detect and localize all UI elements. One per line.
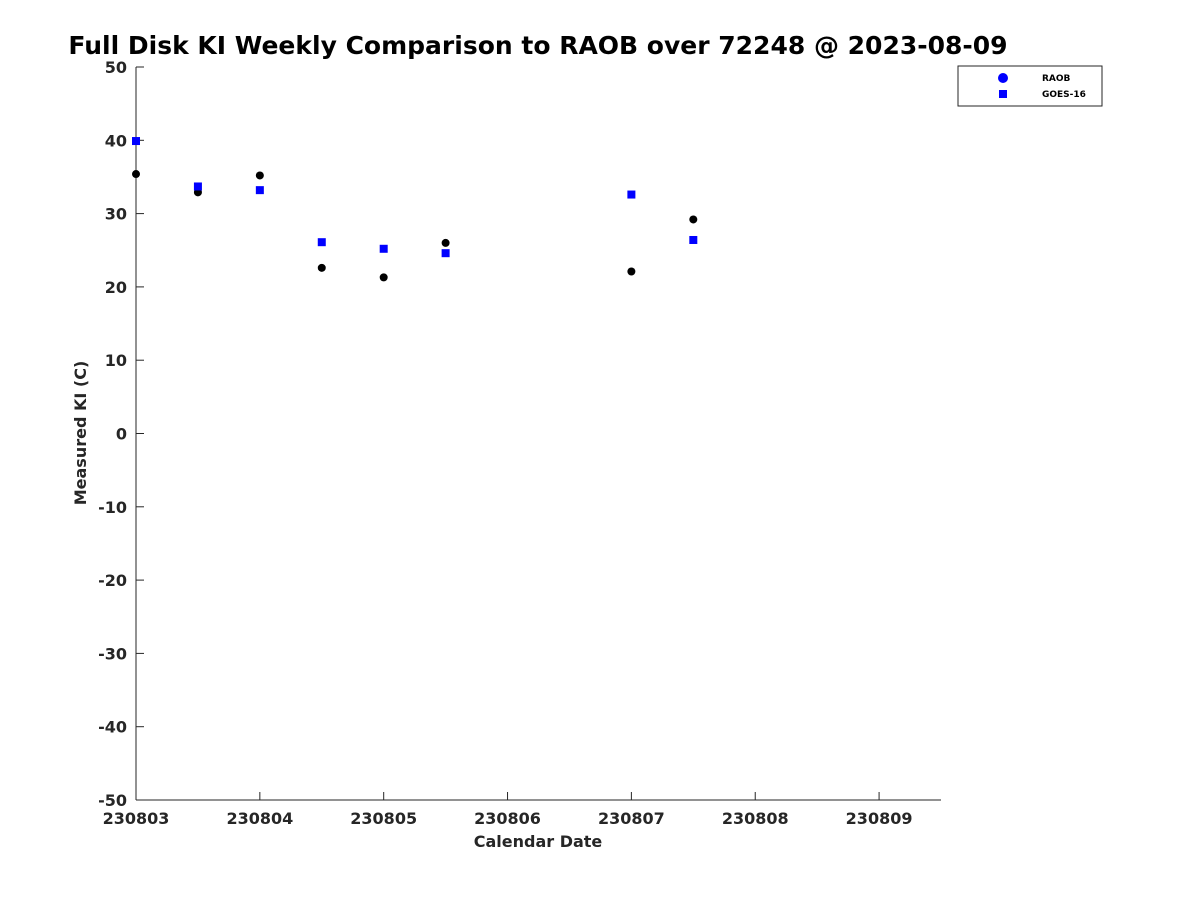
x-tick-label: 230806	[474, 809, 541, 828]
raob-point	[255, 171, 264, 180]
y-tick-label: 40	[105, 131, 127, 150]
legend-marker-raob	[998, 73, 1008, 83]
y-tick-label: -20	[98, 571, 127, 590]
legend-marker-goes-16	[999, 90, 1007, 98]
x-tick-label: 230809	[846, 809, 913, 828]
goes-16-point	[689, 235, 698, 244]
raob-point	[627, 267, 636, 276]
goes-16-point	[441, 249, 450, 258]
x-tick-label: 230803	[103, 809, 170, 828]
legend: RAOB GOES-16	[957, 65, 1103, 107]
x-axis-label: Calendar Date	[474, 832, 603, 851]
raob-point	[317, 263, 326, 272]
data-marks	[132, 137, 698, 282]
goes-16-point	[379, 244, 388, 253]
goes-16-point	[132, 137, 140, 146]
raob-point	[441, 238, 450, 247]
x-tick-label: 230805	[350, 809, 417, 828]
legend-box	[957, 65, 1103, 107]
y-tick-label: 30	[105, 205, 127, 224]
raob-point	[132, 170, 140, 179]
y-tick-label: 50	[105, 58, 127, 77]
y-tick-label: -30	[98, 644, 127, 663]
goes-16-point	[255, 186, 264, 195]
legend-label-raob: RAOB	[1042, 74, 1071, 84]
y-tick-label: -40	[98, 718, 127, 737]
y-tick-label: 0	[116, 425, 127, 444]
x-tick-label: 230804	[226, 809, 293, 828]
legend-label-goes-16: GOES-16	[1042, 90, 1086, 100]
y-tick-label: -10	[98, 498, 127, 517]
y-axis-label: Measured KI (C)	[71, 361, 90, 506]
chart-title: Full Disk KI Weekly Comparison to RAOB o…	[68, 31, 1007, 60]
goes-16-point	[193, 182, 202, 191]
goes-16-point	[627, 190, 636, 199]
y-tick-label: -50	[98, 791, 127, 810]
x-tick-label: 230808	[722, 809, 789, 828]
raob-point	[689, 215, 698, 224]
raob-point	[379, 273, 388, 282]
y-tick-label: 20	[105, 278, 127, 297]
goes-16-point	[317, 238, 326, 247]
x-tick-label: 230807	[598, 809, 665, 828]
y-tick-label: 10	[105, 351, 127, 370]
